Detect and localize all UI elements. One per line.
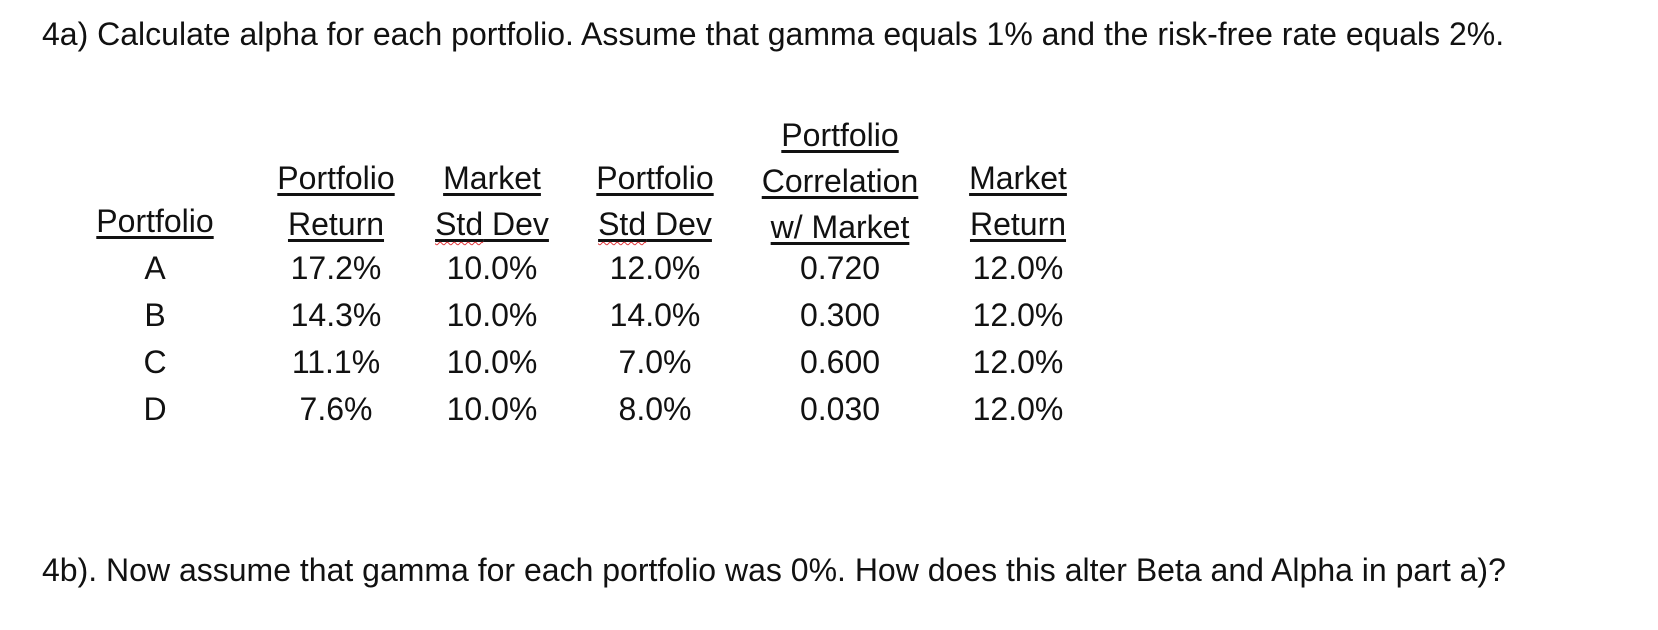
table-cell: 12.0% <box>609 250 701 286</box>
table-cell: 0.600 <box>799 344 881 380</box>
table-cell: 12.0% <box>972 250 1064 286</box>
header-portfolio: Portfolio <box>96 203 214 239</box>
header-market-std-dev: Market Std Dev <box>435 160 549 242</box>
table-cell: D <box>143 391 167 427</box>
header-market-return: Market Return <box>969 160 1067 242</box>
question-4a: 4a) Calculate alpha for each portfolio. … <box>42 16 1505 52</box>
table-cell: 12.0% <box>972 297 1064 333</box>
table-cell: 14.3% <box>290 297 382 333</box>
table-cell: 8.0% <box>618 391 692 427</box>
table-cell: 10.0% <box>446 344 538 380</box>
table-cell: 10.0% <box>446 250 538 286</box>
table-cell: A <box>144 250 166 286</box>
table-cell: C <box>143 344 167 380</box>
header-portfolio-return: Portfolio Return <box>277 160 395 242</box>
portfolio-table: Portfolio Portfolio Return Market Std De… <box>0 117 1658 480</box>
table-cell: 7.6% <box>299 391 373 427</box>
table-cell: 10.0% <box>446 391 538 427</box>
table-cell: 10.0% <box>446 297 538 333</box>
table-cell: 12.0% <box>972 344 1064 380</box>
header-portfolio-correlation: Portfolio Correlation w/ Market <box>761 117 919 245</box>
table-cell: 12.0% <box>972 391 1064 427</box>
table-cell: 0.720 <box>799 250 881 286</box>
table-cell: B <box>144 297 166 333</box>
table-cell: 0.300 <box>799 297 881 333</box>
table-cell: 17.2% <box>290 250 382 286</box>
table-cell: 11.1% <box>291 344 381 380</box>
table-cell: 14.0% <box>609 297 701 333</box>
header-portfolio-std-dev: Portfolio Std Dev <box>596 160 714 242</box>
spellcheck-squiggle: Std <box>435 206 484 242</box>
spellcheck-squiggle: Std <box>598 206 647 242</box>
table-cell: 0.030 <box>799 391 881 427</box>
table-cell: 7.0% <box>618 344 692 380</box>
question-4b: 4b). Now assume that gamma for each port… <box>42 552 1506 588</box>
